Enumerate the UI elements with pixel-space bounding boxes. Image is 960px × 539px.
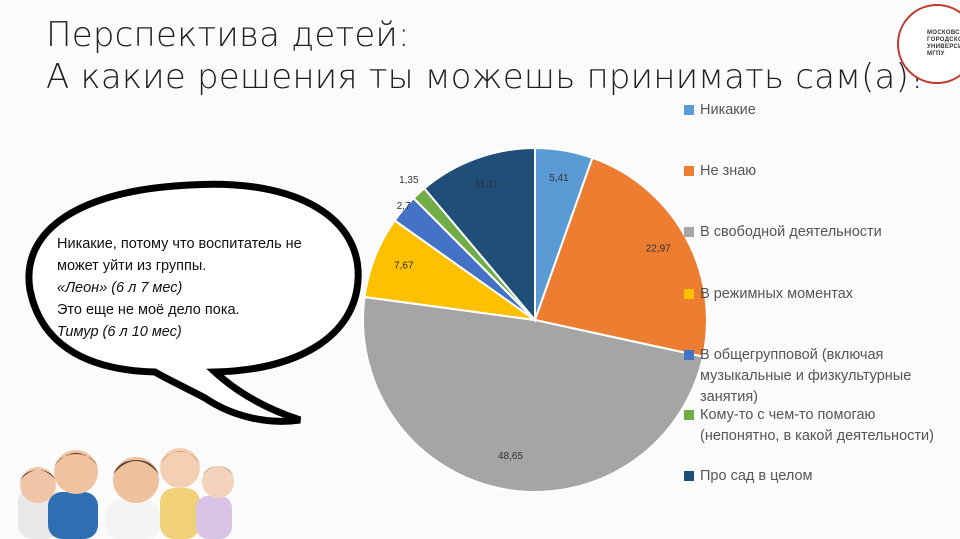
legend-label-0: Никакие — [700, 102, 756, 118]
pie-data-labels: 5,41 22,97 48,65 7,67 2,7 1,35 11,11 — [394, 173, 671, 462]
pie-label-5: 1,35 — [399, 175, 419, 186]
pie-label-0: 5,41 — [549, 173, 569, 184]
legend-label-2: В свободной деятельности — [700, 224, 882, 240]
pie-slice-2 — [362, 295, 705, 493]
pie-label-6: 11,11 — [475, 179, 499, 190]
quote-author2: Тимур (6 л 10 мес) — [57, 324, 182, 340]
quote-author1: «Леон» (6 л 7 мес) — [57, 280, 183, 296]
child-face-2 — [48, 450, 98, 539]
legend-label-6: Про сад в целом — [700, 468, 813, 484]
pie-label-3: 7,67 — [394, 260, 414, 271]
quote-line3: Это еще не моё дело пока. — [57, 302, 240, 318]
legend-label-5: Кому-то с чем-то помогаю (непонятно, в к… — [700, 407, 934, 444]
logo-text: МОСКОВСК ГОРОДСКО УНИВЕРСИ МГПУ — [927, 30, 960, 57]
children-photo — [18, 448, 234, 539]
legend-swatch-3 — [684, 289, 694, 299]
child-face-3 — [105, 457, 160, 539]
quote-line2: может уйти из группы. — [57, 258, 207, 274]
slide-title-line1: Перспектива детей: — [46, 15, 410, 55]
speech-bubble — [25, 180, 362, 425]
legend-label-4: В общегрупповой (включая музыкальные и ф… — [700, 347, 912, 405]
university-logo: МОСКОВСК ГОРОДСКО УНИВЕРСИ МГПУ — [897, 4, 960, 84]
child-face-4 — [160, 448, 200, 539]
quote-line1: Никакие, потому что воспитатель не — [57, 236, 302, 252]
pie-label-1: 22,97 — [646, 243, 671, 254]
legend-swatch-2 — [684, 227, 694, 237]
pie-slice-6 — [422, 146, 536, 323]
slide-title-line2: А какие решения ты можешь принимать сам(… — [46, 57, 928, 97]
legend-label-1: Не знаю — [700, 163, 757, 179]
quote-text: Никакие, потому что воспитатель не может… — [57, 233, 302, 343]
legend-swatch-0 — [684, 105, 694, 115]
child-face-5 — [196, 466, 234, 539]
legend-swatch-6 — [684, 471, 694, 481]
legend-swatch-1 — [684, 166, 694, 176]
legend-label-3: В режимных моментах — [700, 286, 854, 302]
pie-label-4: 2,7 — [397, 201, 411, 212]
pie-slices — [362, 146, 708, 493]
legend-swatch-4 — [684, 350, 694, 360]
pie-label-2: 48,65 — [498, 451, 523, 462]
slide-title: Перспектива детей: А какие решения ты мо… — [46, 14, 927, 98]
legend-swatch-5 — [684, 410, 694, 420]
